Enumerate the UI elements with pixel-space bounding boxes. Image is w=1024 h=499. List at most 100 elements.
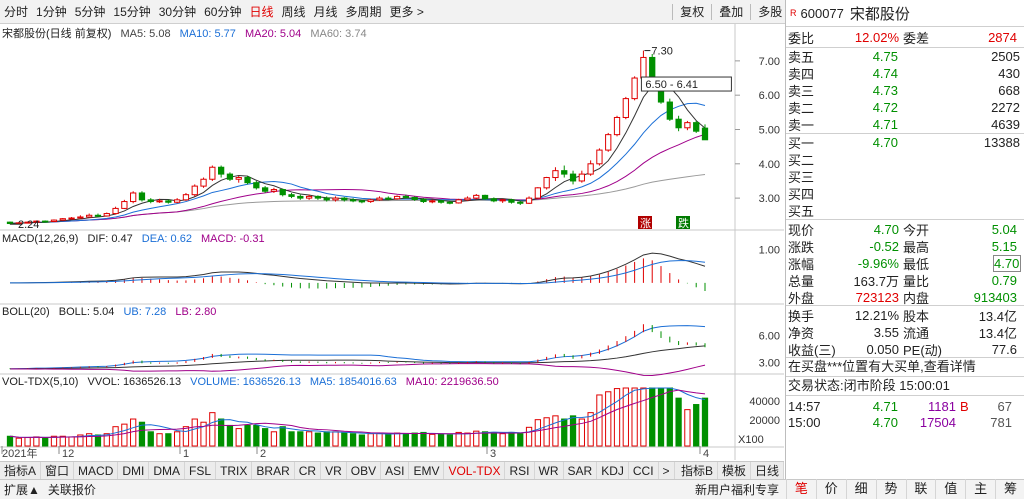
period-tab-7[interactable]: 周线 — [281, 4, 306, 19]
indicator-tab-5[interactable]: FSL — [185, 461, 217, 480]
tool-button-2[interactable]: 多股 — [758, 4, 783, 19]
candle-body — [349, 199, 357, 202]
indicator-tab-4[interactable]: DMA — [149, 461, 186, 480]
stat-label: 内盘 — [903, 291, 930, 306]
chart-area[interactable]: 7.00 6.00 5.00 4.00 3.00 7.30 6.50 - 6.41 2.24 涨… — [0, 24, 784, 460]
indicator-tab-18[interactable]: CCI — [629, 461, 659, 480]
volume-bar — [156, 433, 163, 447]
stat2-label: 股本 — [903, 309, 930, 324]
indicator-tab-19[interactable]: > — [659, 461, 675, 480]
y-tick-label: 3.00 — [759, 193, 780, 205]
period-tab-0[interactable]: 分时 — [4, 4, 29, 19]
tick-time: 15:00 — [788, 414, 821, 430]
volume-bar — [138, 421, 146, 447]
kline-chart[interactable]: 7.00 6.00 5.00 4.00 3.00 7.30 6.50 - 6.41 2.24 涨… — [0, 24, 784, 460]
low-annotation: 2.24 — [18, 219, 39, 231]
indicator-tab-8[interactable]: CR — [295, 461, 322, 480]
candle-body — [411, 196, 418, 200]
period-bar: 分时 1分钟 5分钟 15分钟 30分钟 60分钟 日线 周线 月线 多周期 更多 > — [0, 0, 428, 24]
stats-block: 现价 4.70 今开 5.04 涨跌 -0.52 最高 5.15 涨幅 -9.96% 最低 4.70 总… — [786, 220, 1024, 306]
volume-bar — [657, 387, 665, 447]
volume-bar — [578, 418, 585, 447]
quote-tab-0[interactable]: 笔 — [786, 479, 816, 499]
quote-tab-2[interactable]: 细 — [845, 479, 876, 499]
indicator-tab-15[interactable]: WR — [535, 461, 564, 480]
period-tab-2[interactable]: 5分钟 — [74, 4, 106, 19]
volume-bar — [103, 433, 110, 447]
candle-body — [455, 199, 462, 204]
tool-button-0[interactable]: 复权 — [680, 4, 705, 19]
indicator-tab-14[interactable]: RSI — [505, 461, 535, 480]
indicator-tab-0[interactable]: 指标A — [0, 461, 42, 480]
vol-ma5-label: MA5: 1854016.63 — [309, 376, 397, 388]
sell-volume: 668 — [998, 83, 1020, 98]
down-badge — [676, 216, 690, 229]
period-tab-6[interactable]: 日线 — [249, 4, 274, 19]
candle-body — [508, 199, 515, 203]
volume-bar — [473, 430, 480, 447]
indicator-tab-1[interactable]: 窗口 — [41, 461, 75, 480]
volume-bar — [587, 412, 594, 447]
volume-bar — [112, 426, 119, 447]
candle-body — [297, 195, 304, 199]
quote-tab-1[interactable]: 价 — [815, 479, 846, 499]
candle-body — [622, 98, 629, 118]
candle-body — [393, 195, 401, 200]
big-order-notice[interactable]: 在买盘***位置有大买单,查看详情 — [788, 359, 976, 374]
period-tab-8[interactable]: 月线 — [313, 4, 338, 19]
indicator-tab-20[interactable]: 指标B — [677, 461, 718, 480]
indicator-tab-10[interactable]: OBV — [347, 461, 382, 480]
quote-tab-4[interactable]: 联 — [905, 479, 936, 499]
candle-body — [314, 195, 322, 199]
boll-label: BOLL: 5.04 — [58, 306, 115, 318]
candle-body — [525, 197, 533, 204]
period-tab-9[interactable]: 多周期 — [345, 4, 382, 19]
volume-bar — [534, 419, 541, 447]
indicator-tab-22[interactable]: 日线 — [751, 461, 784, 480]
quote-panel: R 600077 宋都股份 委比 12.02% 委差 2874 卖五 4.75 25… — [785, 0, 1024, 499]
sell-row: 卖四 4.74 430 — [786, 65, 1024, 82]
candle-body — [569, 173, 577, 182]
volume-bar — [367, 433, 374, 447]
candle-body — [596, 149, 603, 165]
quote-tab-5[interactable]: 值 — [935, 479, 965, 499]
stat-label: 外盘 — [788, 291, 815, 306]
indicator-tab-7[interactable]: BRAR — [252, 461, 295, 480]
period-tab-4[interactable]: 30分钟 — [158, 4, 197, 19]
buy-label: 买三 — [788, 170, 815, 185]
weicha-label: 委差 — [903, 30, 930, 46]
indicator-tab-17[interactable]: KDJ — [597, 461, 629, 480]
ma10-label: MA10: 5.77 — [179, 28, 236, 40]
tick-count: 67 — [997, 398, 1012, 414]
tool-button-1[interactable]: 叠加 — [719, 4, 744, 19]
period-tab-5[interactable]: 60分钟 — [204, 4, 242, 19]
expand-button[interactable]: 扩展▲ — [4, 483, 40, 497]
tick-side: B — [960, 398, 969, 414]
period-tab-10[interactable]: 更多 > — [389, 4, 424, 19]
stat2-row: 换手 12.21% 股本 13.4亿 — [786, 306, 1024, 324]
indicator-tab-6[interactable]: TRIX — [216, 461, 253, 480]
period-tab-3[interactable]: 15分钟 — [113, 4, 151, 19]
date-label: 3 — [490, 448, 496, 460]
quote-tab-3[interactable]: 势 — [875, 479, 906, 499]
linked-quote-button[interactable]: 关联报价 — [47, 483, 96, 497]
volume-bar — [481, 431, 489, 447]
candle-body — [253, 182, 260, 189]
period-tab-1[interactable]: 1分钟 — [36, 4, 67, 19]
indicator-tab-16[interactable]: SAR — [564, 461, 598, 480]
volume-bar — [341, 432, 348, 447]
indicator-tab-12[interactable]: EMV — [409, 461, 445, 480]
stat-value: 163.7万 — [853, 274, 899, 289]
indicator-tab-9[interactable]: VR — [321, 461, 347, 480]
indicator-tab-13[interactable]: VOL-TDX — [444, 461, 506, 480]
quote-tab-7[interactable]: 筹 — [995, 479, 1024, 499]
quote-tab-6[interactable]: 主 — [965, 479, 995, 499]
candle-body — [693, 122, 700, 132]
indicator-tab-21[interactable]: 模板 — [718, 461, 751, 480]
volume-bar — [261, 428, 269, 447]
indicator-tab-11[interactable]: ASI — [381, 461, 410, 480]
indicator-tab-3[interactable]: DMI — [118, 461, 150, 480]
new-user-link[interactable]: 新用户福利专享 — [694, 483, 779, 497]
indicator-tab-2[interactable]: MACD — [74, 461, 119, 480]
volume-bar — [552, 415, 559, 447]
